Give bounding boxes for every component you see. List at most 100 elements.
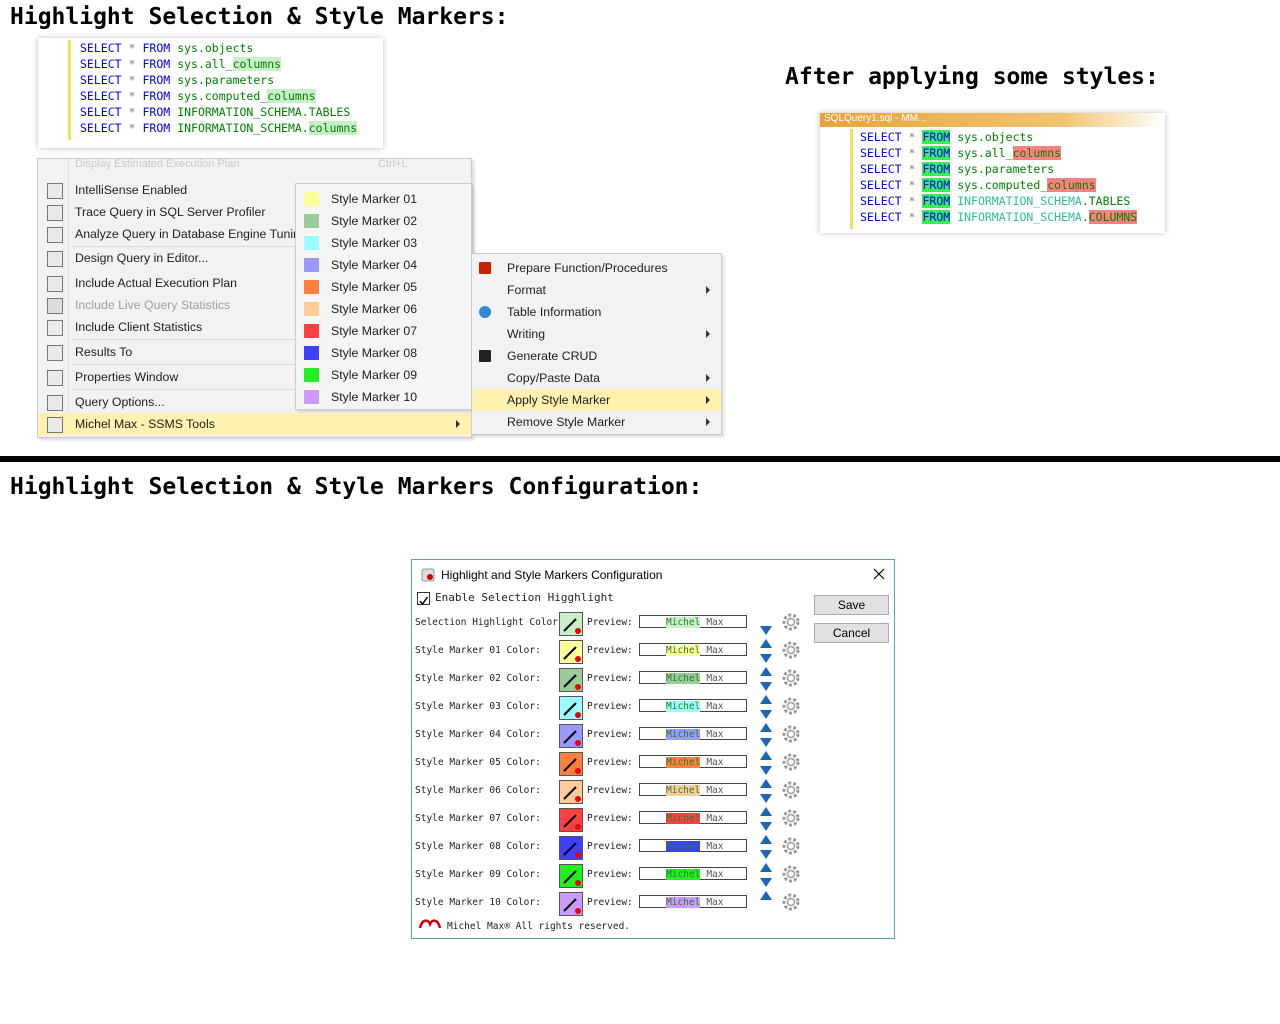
menu-item[interactable]: Style Marker 07	[296, 320, 471, 342]
reorder-buttons[interactable]	[759, 722, 773, 753]
reorder-buttons[interactable]	[759, 834, 773, 865]
dialog-title: Highlight and Style Markers Configuratio…	[441, 568, 663, 582]
menu-item[interactable]: Query Options...	[38, 391, 471, 413]
code-word: INFORMATION_SCHEMA.columns	[177, 121, 358, 135]
move-arrows[interactable]	[759, 862, 773, 888]
settings-gear[interactable]	[781, 640, 801, 665]
move-arrows[interactable]	[759, 638, 773, 664]
preview-plain: Max	[706, 897, 724, 908]
color-button[interactable]	[559, 808, 583, 832]
menu-item[interactable]: Apply Style Marker	[472, 389, 721, 411]
color-button[interactable]	[559, 864, 583, 888]
code-word: FROM	[142, 89, 170, 103]
menu-item[interactable]: Include Live Query Statistics	[38, 294, 471, 316]
menu-item[interactable]: Results To	[38, 341, 471, 363]
preview-label: Preview:	[587, 701, 633, 712]
move-arrows[interactable]	[759, 694, 773, 720]
reorder-buttons[interactable]	[759, 610, 773, 641]
code-line: SELECT * FROM sys.computed_columns	[860, 177, 1103, 193]
menu-item[interactable]: Style Marker 08	[296, 342, 471, 364]
settings-gear[interactable]	[781, 724, 801, 749]
menu-item[interactable]: Style Marker 06	[296, 298, 471, 320]
menu-item[interactable]: Style Marker 01	[296, 188, 471, 210]
menu-item[interactable]: Style Marker 04	[296, 254, 471, 276]
move-arrows[interactable]	[759, 834, 773, 860]
color-button[interactable]	[559, 612, 583, 636]
menu-item[interactable]: Include Client Statistics	[38, 316, 471, 338]
color-button[interactable]	[559, 752, 583, 776]
menu-item[interactable]: Style Marker 10	[296, 386, 471, 408]
menu-item[interactable]: Analyze Query in Database Engine Tuning …	[38, 223, 471, 245]
menu-item[interactable]: Style Marker 05	[296, 276, 471, 298]
reorder-buttons[interactable]	[759, 806, 773, 837]
menu-item[interactable]: Properties Window	[38, 366, 471, 388]
settings-gear[interactable]	[781, 668, 801, 693]
menu-item[interactable]: Style Marker 03	[296, 232, 471, 254]
checkbox[interactable]	[417, 592, 430, 606]
settings-gear[interactable]	[781, 612, 801, 637]
reorder-buttons[interactable]	[759, 666, 773, 697]
color-button[interactable]	[559, 892, 583, 916]
menu-item[interactable]: Design Query in Editor...	[38, 247, 471, 269]
menu-item[interactable]: Format	[472, 279, 721, 301]
eyedropper-icon	[563, 898, 581, 914]
reorder-buttons[interactable]	[759, 862, 773, 893]
menu-icon	[47, 227, 63, 243]
color-button[interactable]	[559, 640, 583, 664]
dialog-button[interactable]: Cancel	[814, 623, 889, 643]
code-word: *	[909, 194, 916, 208]
menu-item[interactable]: Style Marker 02	[296, 210, 471, 232]
code-word: INFORMATION_SCHEMA.COLUMNS	[957, 210, 1138, 224]
color-button[interactable]	[559, 696, 583, 720]
menu-item[interactable]: Michel Max - SSMS Tools	[38, 413, 471, 435]
move-arrows[interactable]	[759, 806, 773, 832]
menu-item[interactable]: Writing	[472, 323, 721, 345]
menu-item[interactable]: IntelliSense Enabled	[38, 179, 471, 201]
settings-gear[interactable]	[781, 864, 801, 889]
settings-gear[interactable]	[781, 752, 801, 777]
reorder-buttons[interactable]	[759, 750, 773, 781]
settings-gear[interactable]	[781, 780, 801, 805]
code-word: SELECT	[80, 89, 122, 103]
reorder-buttons[interactable]	[759, 638, 773, 669]
menu-item[interactable]: Trace Query in SQL Server Profiler	[38, 201, 471, 223]
reorder-buttons[interactable]	[759, 890, 773, 921]
gear-icon	[782, 865, 800, 883]
close-button[interactable]	[873, 568, 885, 580]
menu-item[interactable]: Generate CRUD	[472, 345, 721, 367]
menu-item[interactable]: Display Estimated Execution Plan Ctrl+L	[38, 157, 471, 171]
menu-item[interactable]: Copy/Paste Data	[472, 367, 721, 389]
menu-label: Display Estimated Execution Plan	[75, 158, 240, 170]
move-arrows[interactable]	[759, 610, 773, 636]
move-arrows[interactable]	[759, 890, 773, 916]
menu-item[interactable]: Style Marker 09	[296, 364, 471, 386]
settings-gear[interactable]	[781, 892, 801, 917]
code-token: columns	[267, 89, 316, 103]
color-button[interactable]	[559, 724, 583, 748]
menu-item[interactable]: Table Information	[472, 301, 721, 323]
code-token: columns	[308, 121, 358, 135]
dialog-button[interactable]: Save	[814, 595, 889, 615]
reorder-buttons[interactable]	[759, 694, 773, 725]
move-arrows[interactable]	[759, 778, 773, 804]
eyedropper-icon	[563, 730, 581, 746]
marker-swatch	[304, 302, 319, 316]
move-arrows[interactable]	[759, 722, 773, 748]
footer: Michel Max® All rights reserved.	[447, 921, 631, 932]
color-button[interactable]	[559, 668, 583, 692]
move-arrows[interactable]	[759, 666, 773, 692]
menu-item[interactable]: Remove Style Marker	[472, 411, 721, 433]
code-word: *	[909, 178, 916, 192]
code-editor: SQLQuery1.sql - MM... SELECT * FROM sys.obj…	[820, 113, 1165, 233]
move-arrows[interactable]	[759, 750, 773, 776]
settings-gear[interactable]	[781, 836, 801, 861]
code-token: SELECT	[860, 130, 902, 144]
preview-label: Preview:	[587, 645, 633, 656]
color-button[interactable]	[559, 836, 583, 860]
settings-gear[interactable]	[781, 808, 801, 833]
settings-gear[interactable]	[781, 696, 801, 721]
color-button[interactable]	[559, 780, 583, 804]
menu-item[interactable]: Prepare Function/Procedures	[472, 257, 721, 279]
menu-item[interactable]: Include Actual Execution Plan	[38, 272, 471, 294]
reorder-buttons[interactable]	[759, 778, 773, 809]
